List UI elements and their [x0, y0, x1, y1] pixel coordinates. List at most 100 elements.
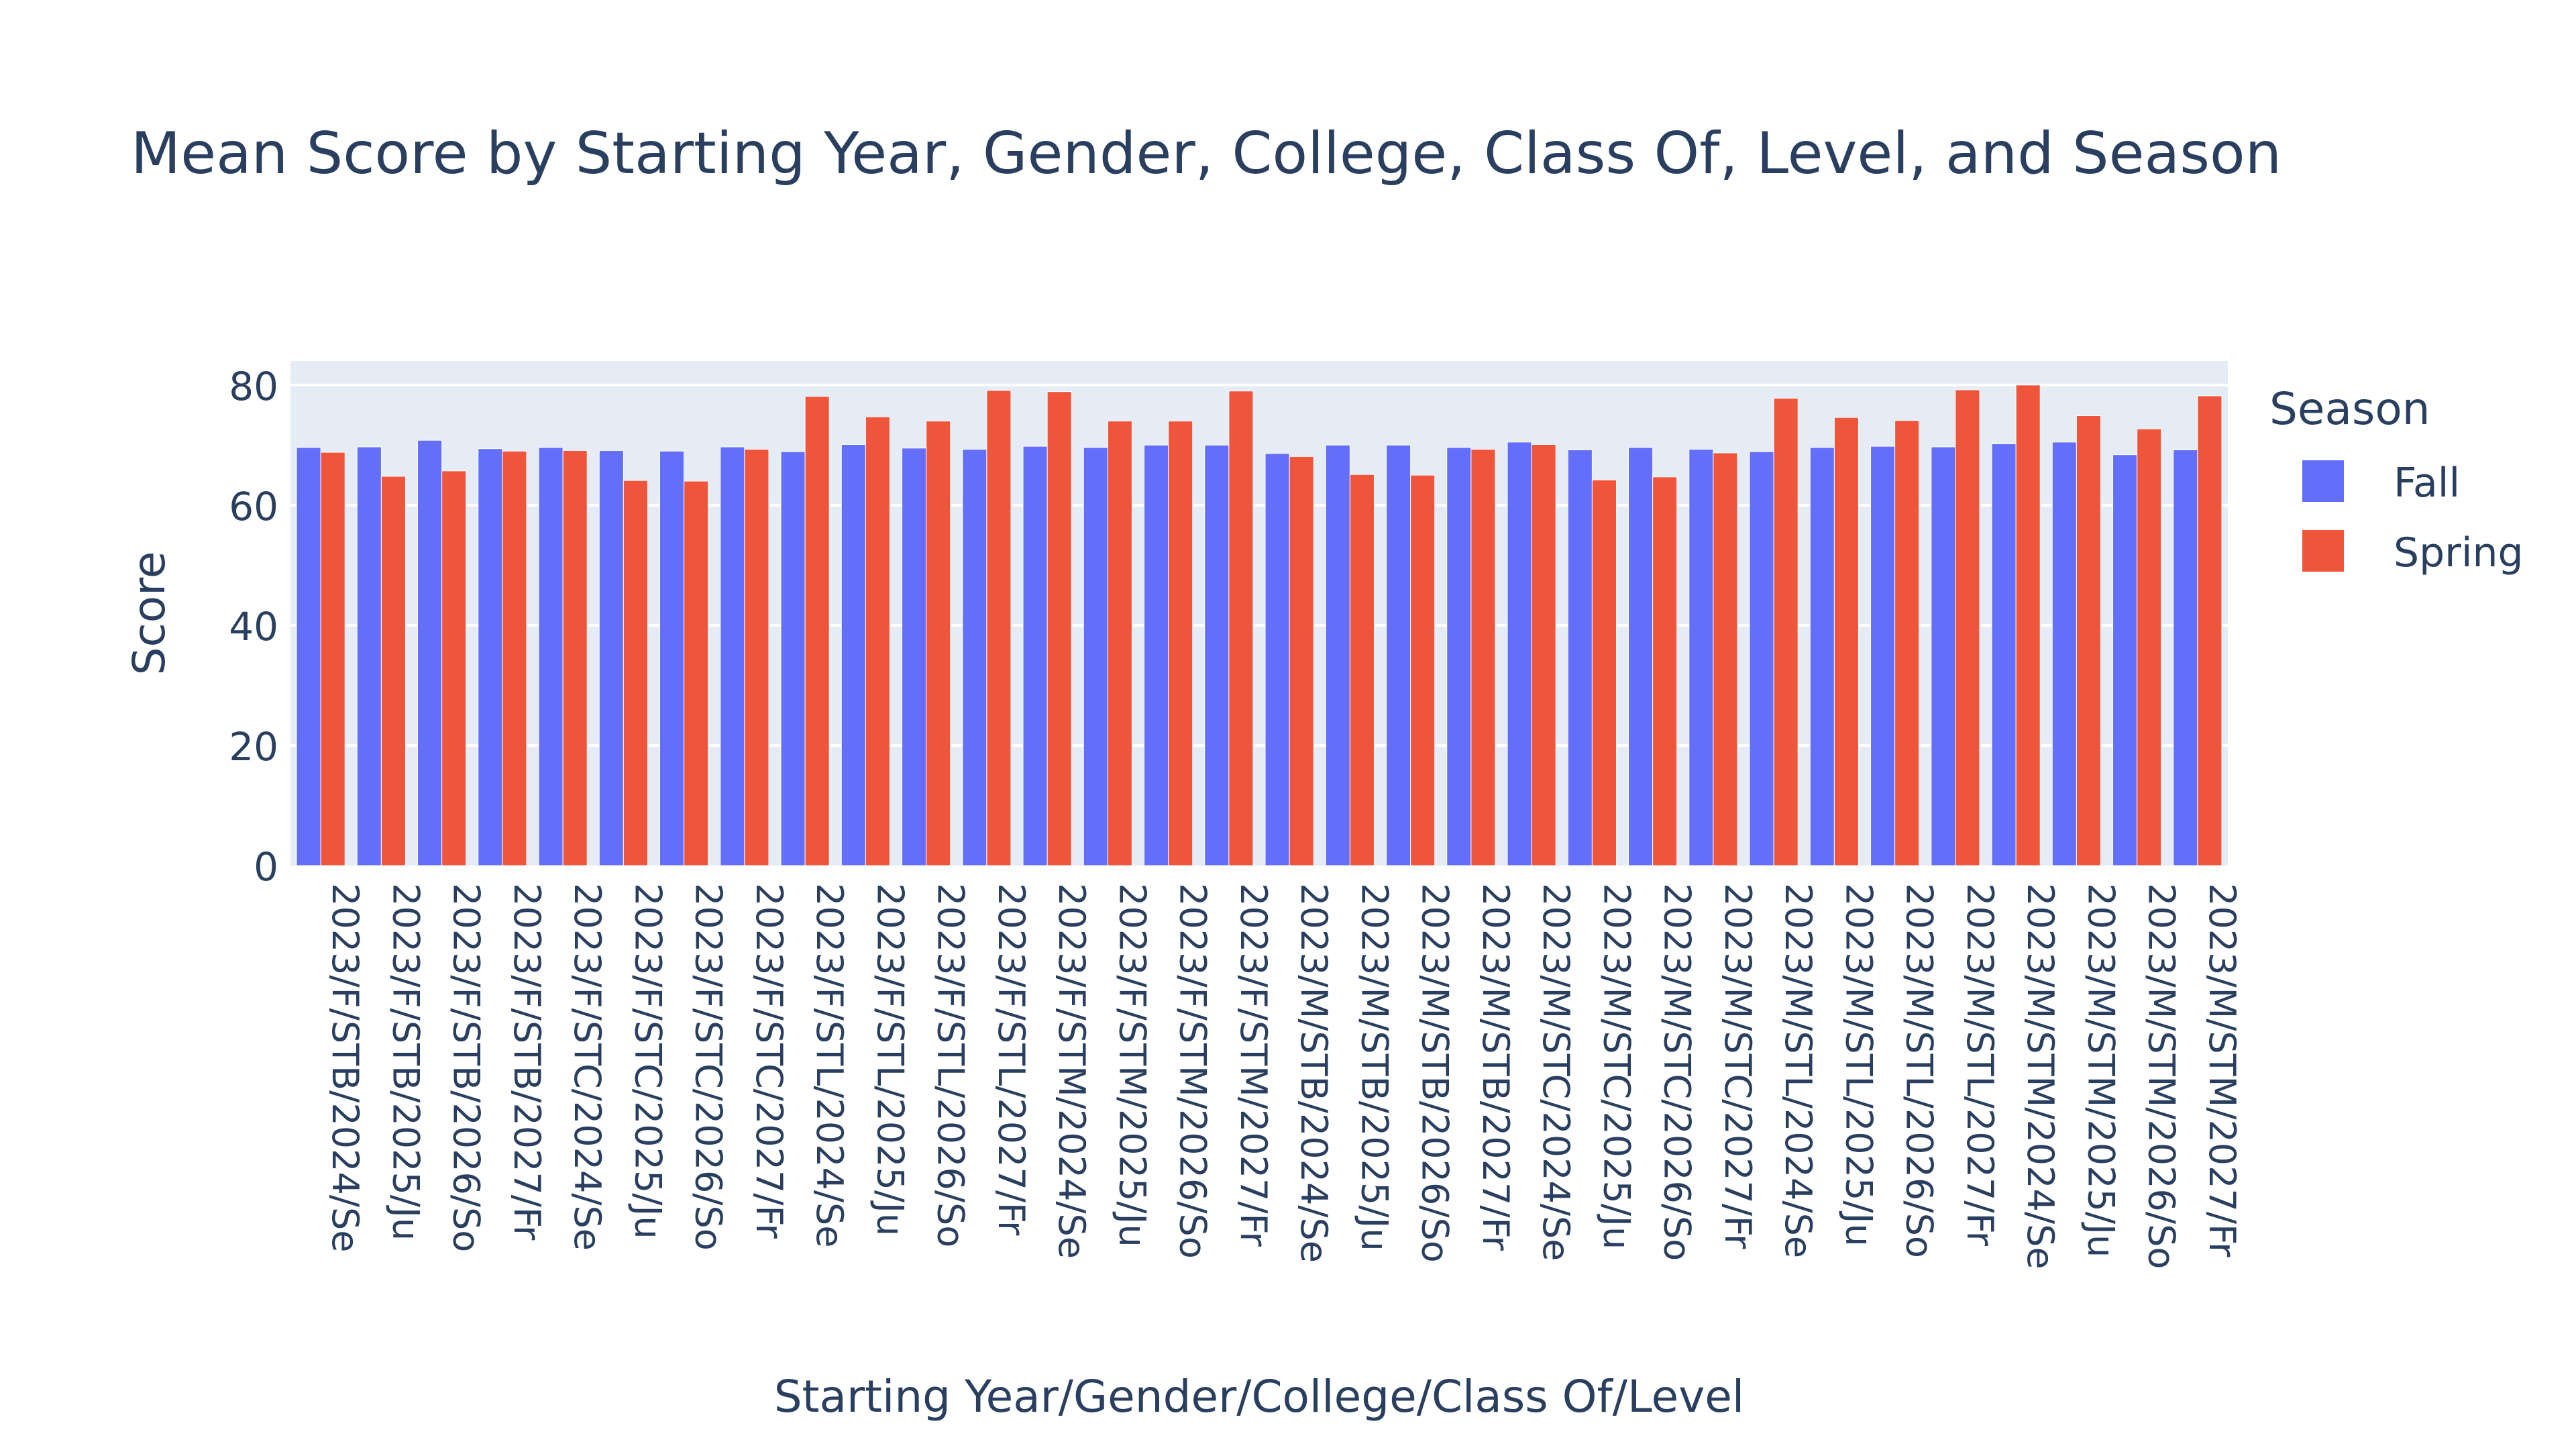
bar-fall-0[interactable]: [296, 447, 321, 866]
legend-label-spring[interactable]: Spring: [2394, 529, 2524, 576]
bar-fall-16[interactable]: [1265, 453, 1290, 866]
bar-spring-16[interactable]: [1289, 456, 1314, 866]
bar-fall-28[interactable]: [1991, 444, 2017, 866]
x-tick-label: 2023/M/STB/2024/Se: [1293, 883, 1335, 1263]
bar-spring-20[interactable]: [1531, 444, 1556, 866]
bar-fall-9[interactable]: [841, 444, 866, 866]
bar-fall-22[interactable]: [1628, 447, 1654, 866]
bar-fall-20[interactable]: [1507, 442, 1532, 866]
bar-spring-15[interactable]: [1228, 391, 1254, 866]
bar-fall-2[interactable]: [417, 439, 443, 866]
x-tick-label: 2023/F/STM/2024/Se: [1051, 883, 1093, 1259]
bar-fall-18[interactable]: [1386, 444, 1411, 866]
bar-fall-25[interactable]: [1809, 447, 1835, 866]
bar-fall-27[interactable]: [1931, 446, 1956, 866]
bar-fall-24[interactable]: [1749, 451, 1774, 866]
legend-swatch-fall: [2302, 460, 2344, 502]
bar-spring-29[interactable]: [2076, 415, 2101, 866]
x-tick-labels: 2023/F/STB/2024/Se 2023/F/STB/2025/Ju 2023…: [324, 883, 2243, 1269]
bar-fall-10[interactable]: [902, 448, 927, 866]
bar-fall-31[interactable]: [2173, 450, 2198, 866]
chart-title: Mean Score by Starting Year, Gender, Col…: [131, 120, 2282, 187]
bar-spring-24[interactable]: [1773, 398, 1799, 866]
x-tick-label: 2023/M/STB/2026/So: [1414, 883, 1456, 1263]
y-axis-title: Score: [123, 552, 175, 676]
bar-spring-7[interactable]: [744, 449, 769, 866]
bar-spring-30[interactable]: [2137, 428, 2162, 866]
x-tick-label: 2023/F/STB/2024/Se: [324, 883, 366, 1253]
x-tick-label: 2023/F/STC/2026/So: [688, 883, 730, 1251]
bar-spring-13[interactable]: [1107, 421, 1132, 866]
bar-spring-9[interactable]: [865, 416, 890, 866]
bar-spring-1[interactable]: [380, 476, 406, 866]
bar-fall-8[interactable]: [780, 451, 806, 866]
x-tick-label: 2023/M/STM/2026/So: [2141, 883, 2183, 1269]
y-tick-label: 20: [229, 724, 278, 770]
bar-spring-12[interactable]: [1046, 391, 1072, 866]
bar-spring-23[interactable]: [1713, 452, 1738, 866]
legend-items: Fall Spring: [2302, 460, 2524, 576]
legend: Season Fall Spring: [2269, 383, 2524, 576]
bar-fall-3[interactable]: [478, 448, 503, 866]
bar-spring-26[interactable]: [1894, 420, 1920, 866]
bar-spring-21[interactable]: [1591, 479, 1617, 866]
bar-spring-28[interactable]: [2015, 384, 2041, 866]
bar-fall-15[interactable]: [1204, 444, 1230, 866]
bars: [296, 384, 2222, 866]
bar-spring-4[interactable]: [562, 450, 588, 866]
bar-fall-4[interactable]: [538, 447, 564, 866]
bar-spring-0[interactable]: [320, 452, 345, 866]
bar-fall-21[interactable]: [1567, 450, 1593, 866]
bar-fall-1[interactable]: [356, 446, 382, 866]
y-tick-labels: 0 20 40 60 80: [229, 364, 278, 890]
bar-spring-11[interactable]: [986, 390, 1012, 866]
bar-fall-7[interactable]: [720, 446, 745, 866]
bar-spring-19[interactable]: [1470, 449, 1496, 866]
bar-fall-12[interactable]: [1022, 446, 1048, 866]
bar-spring-22[interactable]: [1652, 476, 1678, 866]
x-tick-label: 2023/F/STC/2027/Fr: [748, 883, 790, 1239]
x-tick-label: 2023/M/STB/2025/Ju: [1353, 883, 1395, 1251]
bar-spring-14[interactable]: [1168, 421, 1193, 866]
legend-label-fall[interactable]: Fall: [2394, 460, 2460, 507]
bar-fall-26[interactable]: [1870, 446, 1896, 866]
bar-spring-3[interactable]: [502, 450, 527, 866]
x-tick-label: 2023/F/STC/2025/Ju: [627, 883, 669, 1239]
bar-spring-27[interactable]: [1955, 389, 1980, 866]
x-tick-label: 2023/M/STC/2026/So: [1656, 883, 1699, 1261]
y-tick-label: 80: [229, 364, 278, 409]
x-tick-label: 2023/M/STM/2027/Fr: [2201, 883, 2243, 1257]
x-tick-label: 2023/F/STB/2025/Ju: [384, 883, 427, 1241]
bar-fall-5[interactable]: [598, 450, 624, 866]
x-tick-label: 2023/F/STM/2026/So: [1172, 883, 1214, 1259]
x-tick-label: 2023/M/STL/2026/So: [1898, 883, 1941, 1258]
bar-spring-17[interactable]: [1349, 474, 1375, 866]
legend-title: Season: [2269, 383, 2430, 435]
bar-fall-13[interactable]: [1083, 447, 1108, 866]
bar-spring-5[interactable]: [623, 480, 648, 866]
bar-spring-18[interactable]: [1410, 474, 1436, 866]
bar-fall-23[interactable]: [1688, 449, 1714, 866]
bar-fall-30[interactable]: [2112, 454, 2138, 866]
bar-fall-14[interactable]: [1144, 444, 1169, 866]
bar-fall-17[interactable]: [1325, 444, 1350, 866]
bar-fall-19[interactable]: [1446, 447, 1472, 866]
x-tick-label: 2023/M/STL/2027/Fr: [1959, 883, 2001, 1247]
bar-spring-2[interactable]: [441, 470, 467, 866]
x-tick-label: 2023/F/STM/2025/Ju: [1111, 883, 1153, 1247]
y-tick-label: 0: [254, 844, 278, 890]
bar-spring-25[interactable]: [1833, 417, 1859, 866]
x-tick-label: 2023/F/STL/2025/Ju: [869, 883, 911, 1236]
bar-spring-8[interactable]: [804, 396, 830, 866]
bar-fall-11[interactable]: [962, 449, 987, 866]
bar-spring-10[interactable]: [926, 421, 951, 866]
bar-fall-29[interactable]: [2051, 442, 2077, 866]
x-tick-label: 2023/M/STM/2024/Se: [2019, 883, 2061, 1269]
x-tick-label: 2023/M/STC/2025/Ju: [1595, 883, 1638, 1249]
bar-fall-6[interactable]: [659, 450, 685, 866]
bar-spring-6[interactable]: [684, 480, 709, 866]
x-tick-label: 2023/F/STL/2024/Se: [808, 883, 851, 1248]
bar-spring-31[interactable]: [2197, 395, 2222, 866]
